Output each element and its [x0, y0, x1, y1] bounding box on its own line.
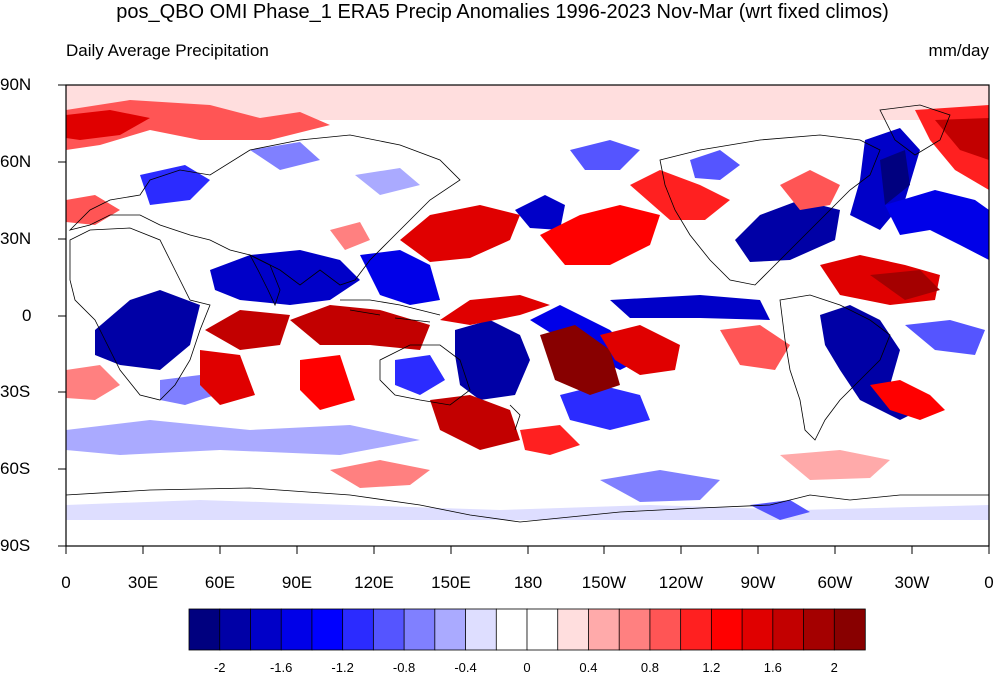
colorbar-swatch — [680, 608, 713, 651]
lat-label-90n: 90N — [0, 75, 32, 94]
lat-label-90s: 90S — [0, 536, 31, 555]
colorbar-swatch — [188, 608, 221, 651]
colorbar-swatch — [803, 608, 835, 651]
colorbar-swatch — [434, 608, 467, 651]
colorbar-tick-label: -1.6 — [269, 660, 293, 675]
lat-label-30s: 30S — [0, 382, 31, 401]
colorbar-tick-label: -0.8 — [392, 660, 416, 675]
colorbar-tick-label: -0.4 — [454, 660, 477, 675]
lon-label-60w: 60W — [817, 573, 853, 592]
lon-label-30e: 30E — [127, 573, 159, 592]
coastlines — [66, 104, 989, 523]
colorbar — [188, 608, 866, 651]
colorbar-swatch — [403, 608, 436, 651]
lon-label-150e: 150E — [431, 573, 471, 592]
colorbar-tick-label: 2 — [830, 660, 838, 675]
lat-label-60s: 60S — [0, 459, 31, 478]
colorbar-swatch — [219, 608, 252, 651]
lon-label-0-right: 0 — [984, 573, 994, 592]
colorbar-swatch — [772, 608, 805, 651]
colorbar-swatch — [495, 608, 528, 651]
colorbar-swatch — [557, 608, 590, 651]
colorbar-tick-label: -1.2 — [331, 660, 354, 675]
colorbar-tick-label: 1.2 — [702, 660, 721, 675]
colorbar-swatch — [342, 608, 375, 651]
colorbar-swatch — [465, 608, 497, 651]
lon-label-0: 0 — [61, 573, 71, 592]
colorbar-tick-label: 1.6 — [763, 660, 782, 675]
colorbar-swatch — [649, 608, 682, 651]
units-label: mm/day — [928, 41, 989, 60]
colorbar-swatch — [372, 608, 405, 651]
axis-ticks — [58, 84, 990, 554]
lon-label-30w: 30W — [894, 573, 930, 592]
colorbar-swatch — [250, 608, 282, 651]
colorbar-swatch — [588, 608, 620, 651]
lon-label-150w: 150W — [581, 573, 627, 592]
lat-label-30n: 30N — [0, 229, 32, 248]
lat-label-equator: 0 — [22, 306, 32, 325]
colorbar-swatch — [311, 608, 344, 651]
colorbar-swatch — [526, 608, 559, 651]
lon-label-60e: 60E — [204, 573, 236, 592]
lon-label-180: 180 — [513, 573, 543, 592]
colorbar-swatch — [741, 608, 774, 651]
colorbar-tick-label: 0.8 — [640, 660, 659, 675]
anomaly-field — [66, 85, 989, 520]
colorbar-swatch — [280, 608, 313, 651]
colorbar-tick-label: 0 — [523, 660, 531, 675]
lon-label-90w: 90W — [740, 573, 776, 592]
lon-label-120w: 120W — [658, 573, 704, 592]
subtitle-left: Daily Average Precipitation — [66, 41, 269, 60]
lon-label-120e: 120E — [354, 573, 394, 592]
colorbar-tick-label: -2 — [213, 660, 226, 675]
lat-label-60n: 60N — [0, 152, 32, 171]
colorbar-swatch — [710, 608, 743, 651]
colorbar-tick-label: 0.4 — [579, 660, 598, 675]
colorbar-swatch — [833, 608, 866, 651]
lon-label-90e: 90E — [281, 573, 313, 592]
figure-title: pos_QBO OMI Phase_1 ERA5 Precip Anomalie… — [116, 1, 889, 23]
colorbar-swatch — [618, 608, 651, 651]
